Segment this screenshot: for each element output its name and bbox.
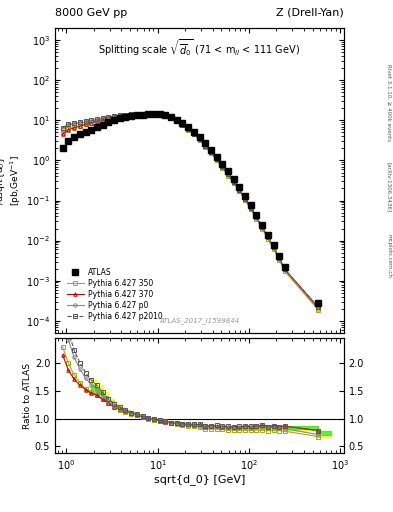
Text: Rivet 3.1.10, ≥ 400k events: Rivet 3.1.10, ≥ 400k events <box>386 64 391 141</box>
Y-axis label: d$\sigma$
/dsqrt{d$_0$}
[pb,GeV$^{-1}$]: d$\sigma$ /dsqrt{d$_0$} [pb,GeV$^{-1}$] <box>0 155 23 206</box>
Text: [arXiv:1306.3436]: [arXiv:1306.3436] <box>386 162 391 212</box>
Text: Z (Drell-Yan): Z (Drell-Yan) <box>276 8 344 18</box>
Text: Splitting scale $\sqrt{\overline{d}_0}$ (71 < m$_{ll}$ < 111 GeV): Splitting scale $\sqrt{\overline{d}_0}$ … <box>99 37 300 58</box>
Text: ATLAS_2017_I1599844: ATLAS_2017_I1599844 <box>159 317 240 324</box>
Text: mcplots.cern.ch: mcplots.cern.ch <box>386 234 391 278</box>
Legend: ATLAS, Pythia 6.427 350, Pythia 6.427 370, Pythia 6.427 p0, Pythia 6.427 p2010: ATLAS, Pythia 6.427 350, Pythia 6.427 37… <box>64 266 165 323</box>
X-axis label: sqrt{d_0} [GeV]: sqrt{d_0} [GeV] <box>154 475 245 485</box>
Y-axis label: Ratio to ATLAS: Ratio to ATLAS <box>23 362 32 429</box>
Text: 8000 GeV pp: 8000 GeV pp <box>55 8 127 18</box>
